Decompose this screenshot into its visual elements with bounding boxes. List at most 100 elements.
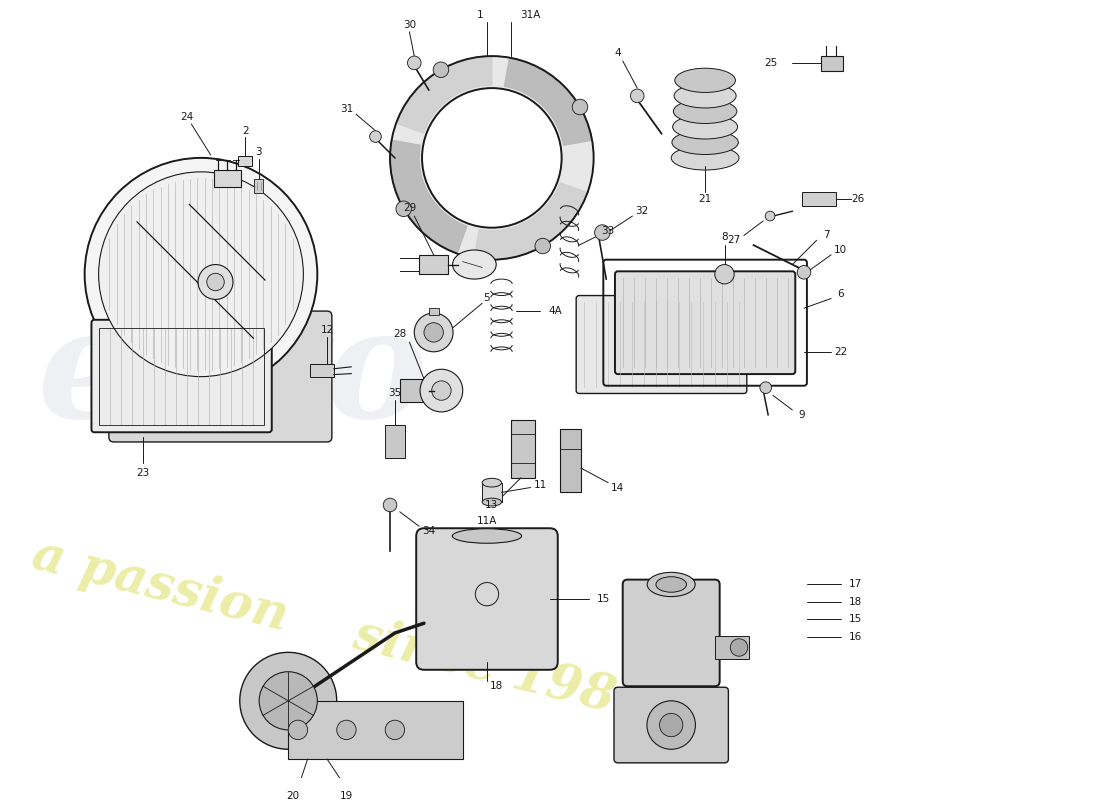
Ellipse shape — [452, 529, 521, 543]
Ellipse shape — [482, 498, 502, 506]
Text: 18: 18 — [849, 597, 862, 607]
Text: 13: 13 — [485, 500, 498, 510]
Circle shape — [647, 701, 695, 750]
Text: 11: 11 — [534, 480, 547, 490]
Bar — [419, 255, 448, 274]
Text: 16: 16 — [849, 632, 862, 642]
Text: 24: 24 — [179, 112, 194, 122]
Circle shape — [85, 158, 317, 390]
Circle shape — [385, 720, 405, 739]
Ellipse shape — [672, 114, 738, 139]
Text: 26: 26 — [851, 194, 865, 204]
Ellipse shape — [672, 130, 738, 154]
Bar — [399, 379, 429, 402]
Text: 18: 18 — [491, 682, 504, 691]
Text: 21: 21 — [698, 194, 712, 204]
Text: 2: 2 — [242, 126, 249, 136]
Polygon shape — [505, 58, 592, 146]
Circle shape — [766, 211, 774, 221]
Circle shape — [630, 89, 644, 102]
Bar — [822, 56, 843, 70]
Circle shape — [760, 382, 771, 394]
Text: 25: 25 — [764, 58, 778, 68]
Text: 4: 4 — [615, 48, 622, 58]
Text: 23: 23 — [136, 468, 150, 478]
Circle shape — [660, 714, 683, 737]
Text: 15: 15 — [596, 594, 609, 604]
Text: 6: 6 — [837, 289, 844, 298]
Bar — [429, 308, 439, 315]
Ellipse shape — [647, 572, 695, 597]
Text: 17: 17 — [849, 579, 862, 590]
Text: 31A: 31A — [520, 10, 541, 20]
Circle shape — [431, 381, 451, 400]
Circle shape — [370, 130, 382, 142]
Bar — [238, 156, 252, 166]
Circle shape — [240, 652, 337, 750]
Text: 22: 22 — [834, 346, 847, 357]
Bar — [512, 420, 536, 478]
Circle shape — [420, 370, 463, 412]
Circle shape — [260, 672, 317, 730]
Bar — [482, 482, 502, 502]
Ellipse shape — [674, 84, 736, 108]
Bar — [715, 636, 749, 659]
FancyBboxPatch shape — [614, 687, 728, 763]
Bar — [309, 364, 333, 378]
Text: 33: 33 — [602, 226, 615, 236]
Circle shape — [288, 720, 308, 739]
Circle shape — [730, 638, 748, 656]
Text: 3: 3 — [255, 147, 262, 157]
Text: 8: 8 — [722, 232, 728, 242]
Text: 1: 1 — [477, 10, 484, 20]
Text: 12: 12 — [320, 325, 333, 335]
Text: 20: 20 — [286, 791, 299, 800]
Text: 35: 35 — [388, 387, 401, 398]
Polygon shape — [390, 56, 594, 260]
FancyBboxPatch shape — [91, 320, 272, 432]
FancyBboxPatch shape — [109, 311, 332, 442]
Text: 19: 19 — [340, 791, 353, 800]
Text: 5: 5 — [484, 294, 491, 303]
Bar — [560, 430, 581, 492]
Ellipse shape — [656, 577, 686, 592]
Text: 32: 32 — [636, 206, 649, 216]
Circle shape — [337, 720, 356, 739]
Circle shape — [433, 62, 449, 78]
Circle shape — [798, 266, 811, 279]
Text: 30: 30 — [403, 20, 416, 30]
Bar — [213, 170, 241, 187]
Circle shape — [407, 56, 421, 70]
Ellipse shape — [452, 250, 496, 279]
Text: 10: 10 — [834, 245, 847, 255]
Circle shape — [535, 238, 550, 254]
Circle shape — [383, 498, 397, 512]
Text: 34: 34 — [422, 526, 436, 536]
Circle shape — [207, 274, 224, 290]
Text: 7: 7 — [823, 230, 829, 241]
Bar — [288, 701, 463, 759]
Text: 11A: 11A — [476, 517, 497, 526]
Ellipse shape — [674, 68, 736, 93]
Text: a passion    since 1985: a passion since 1985 — [28, 530, 654, 731]
Circle shape — [595, 225, 610, 240]
Text: euro: euro — [39, 301, 429, 450]
Circle shape — [415, 313, 453, 352]
FancyBboxPatch shape — [615, 271, 795, 374]
Text: 27: 27 — [727, 235, 740, 246]
Circle shape — [198, 265, 233, 299]
Circle shape — [99, 172, 304, 377]
Text: 4A: 4A — [548, 306, 562, 316]
Ellipse shape — [482, 478, 502, 487]
Text: 15: 15 — [849, 614, 862, 624]
Circle shape — [715, 265, 734, 284]
Bar — [254, 179, 263, 193]
Ellipse shape — [671, 146, 739, 170]
Text: 28: 28 — [393, 330, 406, 339]
Bar — [802, 192, 836, 206]
FancyBboxPatch shape — [576, 295, 747, 394]
Polygon shape — [474, 182, 587, 260]
Ellipse shape — [673, 99, 737, 123]
Bar — [99, 327, 264, 425]
FancyBboxPatch shape — [416, 528, 558, 670]
